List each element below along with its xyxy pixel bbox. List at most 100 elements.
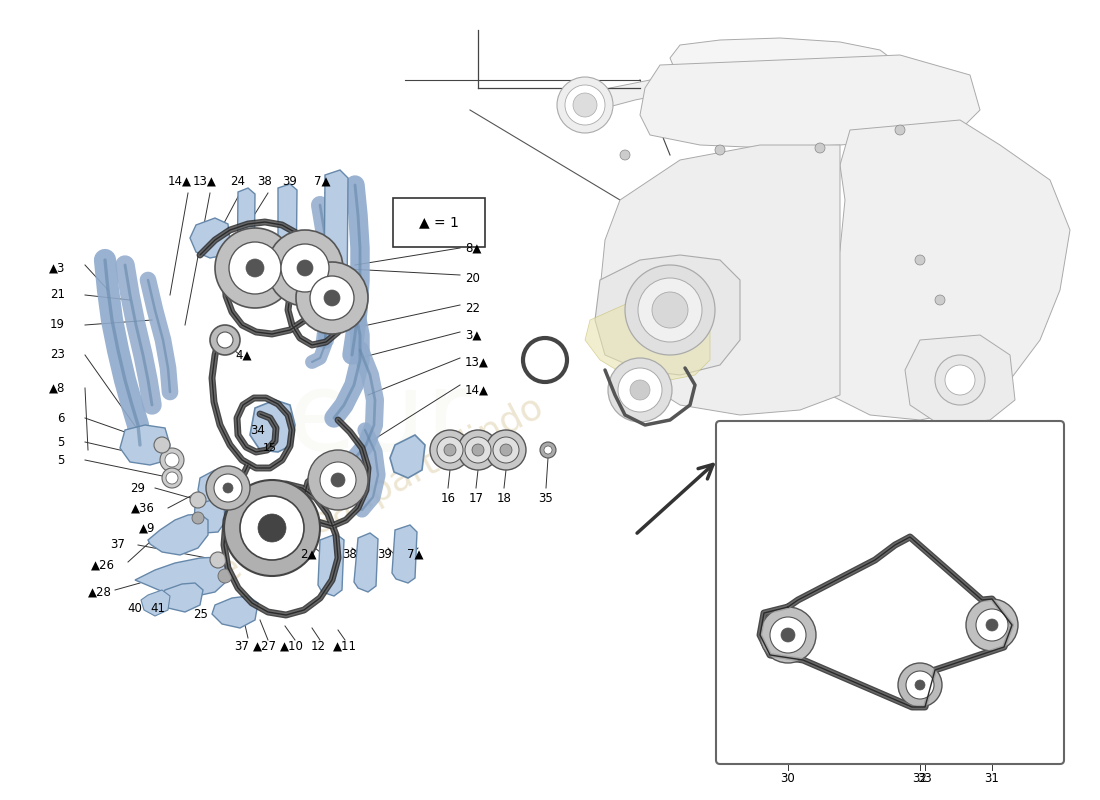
Circle shape <box>296 262 369 334</box>
Circle shape <box>557 77 613 133</box>
Text: 41: 41 <box>150 602 165 614</box>
Polygon shape <box>595 255 740 375</box>
Circle shape <box>565 85 605 125</box>
Circle shape <box>267 230 343 306</box>
Polygon shape <box>390 435 425 478</box>
Circle shape <box>154 437 170 453</box>
Circle shape <box>760 607 816 663</box>
Circle shape <box>258 514 286 542</box>
Polygon shape <box>120 425 170 465</box>
Polygon shape <box>236 188 255 296</box>
Text: 15: 15 <box>263 443 277 453</box>
Text: 16: 16 <box>440 492 455 505</box>
Circle shape <box>715 145 725 155</box>
Polygon shape <box>324 170 348 306</box>
Text: 17: 17 <box>469 492 484 505</box>
Polygon shape <box>670 38 900 85</box>
Text: eur: eur <box>288 366 472 474</box>
Circle shape <box>906 671 934 699</box>
Polygon shape <box>250 400 295 452</box>
Polygon shape <box>190 218 230 258</box>
Circle shape <box>608 358 672 422</box>
Text: 31: 31 <box>984 772 1000 785</box>
Circle shape <box>214 474 242 502</box>
Circle shape <box>781 628 795 642</box>
Text: ▲3: ▲3 <box>48 262 65 274</box>
Text: 5: 5 <box>57 454 65 466</box>
Polygon shape <box>161 583 204 612</box>
Circle shape <box>310 276 354 320</box>
Polygon shape <box>141 590 170 616</box>
Circle shape <box>935 355 984 405</box>
Circle shape <box>160 448 184 472</box>
Text: ▲9: ▲9 <box>139 522 155 534</box>
Circle shape <box>297 260 313 276</box>
Circle shape <box>986 619 998 631</box>
Text: 30: 30 <box>781 772 795 785</box>
Polygon shape <box>148 514 208 555</box>
FancyBboxPatch shape <box>393 198 485 247</box>
Circle shape <box>224 480 320 576</box>
Circle shape <box>240 496 304 560</box>
Circle shape <box>280 244 329 292</box>
Circle shape <box>976 609 1008 641</box>
Polygon shape <box>392 525 417 583</box>
Circle shape <box>630 380 650 400</box>
Circle shape <box>308 450 369 510</box>
Text: 7▲: 7▲ <box>314 175 330 188</box>
Circle shape <box>190 492 206 508</box>
Circle shape <box>935 295 945 305</box>
Text: 39: 39 <box>283 175 297 188</box>
Text: 32: 32 <box>913 772 927 785</box>
Text: ▲8: ▲8 <box>48 382 65 394</box>
Polygon shape <box>135 557 230 597</box>
Text: ▲ = 1: ▲ = 1 <box>419 215 459 229</box>
Circle shape <box>217 332 233 348</box>
Circle shape <box>966 599 1018 651</box>
Polygon shape <box>318 534 344 596</box>
Polygon shape <box>640 55 980 148</box>
Text: 20: 20 <box>465 271 480 285</box>
Circle shape <box>165 453 179 467</box>
Circle shape <box>214 228 295 308</box>
Text: 13▲: 13▲ <box>194 175 217 188</box>
Circle shape <box>915 680 925 690</box>
Text: 4▲: 4▲ <box>235 349 252 362</box>
Polygon shape <box>905 335 1015 425</box>
Circle shape <box>544 446 552 454</box>
Text: 23: 23 <box>51 349 65 362</box>
Text: 38: 38 <box>342 548 358 561</box>
Circle shape <box>895 125 905 135</box>
Text: 37: 37 <box>234 640 250 653</box>
Polygon shape <box>194 500 226 533</box>
Text: 8▲: 8▲ <box>465 242 482 254</box>
Circle shape <box>493 437 519 463</box>
Polygon shape <box>212 596 258 628</box>
Text: ▲10: ▲10 <box>280 640 304 653</box>
Circle shape <box>458 430 498 470</box>
Text: 3▲: 3▲ <box>465 329 482 342</box>
Text: 7▲: 7▲ <box>407 548 424 561</box>
Polygon shape <box>198 468 240 508</box>
Text: ▲27: ▲27 <box>253 640 277 653</box>
Circle shape <box>210 552 225 568</box>
Text: 13▲: 13▲ <box>465 355 488 369</box>
Circle shape <box>638 278 702 342</box>
Circle shape <box>192 512 204 524</box>
Circle shape <box>540 442 556 458</box>
Circle shape <box>770 617 806 653</box>
Polygon shape <box>354 533 378 592</box>
Text: 14▲: 14▲ <box>168 175 192 188</box>
Circle shape <box>945 365 975 395</box>
Text: 12: 12 <box>310 640 326 653</box>
Text: 14▲: 14▲ <box>465 383 490 397</box>
Circle shape <box>331 473 345 487</box>
Circle shape <box>472 444 484 456</box>
Text: 5: 5 <box>57 435 65 449</box>
Circle shape <box>652 292 688 328</box>
Polygon shape <box>585 295 710 382</box>
Text: 22: 22 <box>465 302 480 314</box>
Text: 37: 37 <box>110 538 125 551</box>
Circle shape <box>437 437 463 463</box>
Circle shape <box>223 483 233 493</box>
